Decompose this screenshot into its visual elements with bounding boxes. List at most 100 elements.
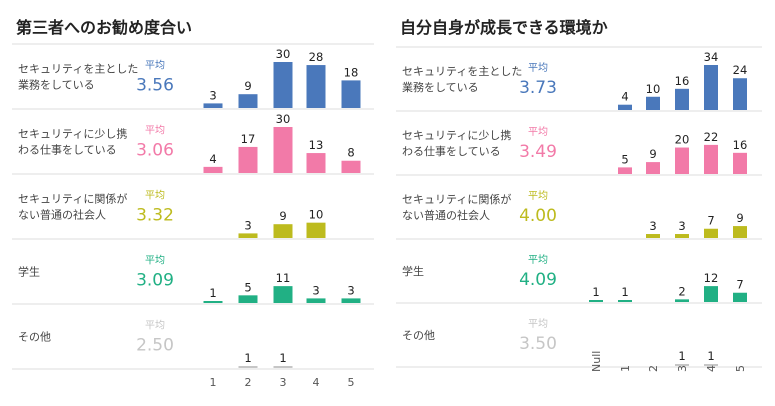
segment-label: 業務をしている [18, 78, 95, 92]
chart-title: 第三者へのお勧め度合い [16, 18, 193, 37]
bar [733, 226, 747, 238]
bar-value-label: 7 [736, 278, 743, 292]
average-label: 平均 [145, 60, 165, 72]
bar [704, 228, 718, 238]
bar-value-label: 28 [309, 50, 324, 64]
bar [273, 224, 293, 238]
bar-value-label: 3 [312, 283, 319, 297]
bar [733, 292, 747, 302]
bar [341, 160, 361, 173]
segment-label: その他 [402, 329, 435, 342]
segment-label: その他 [18, 331, 51, 344]
bar [341, 80, 361, 108]
x-tick-label: 3 [676, 365, 689, 372]
bar-value-label: 22 [704, 130, 719, 144]
bar-value-label: 1 [279, 351, 286, 365]
bar-value-label: 16 [675, 74, 690, 88]
bar-value-label: 1 [707, 349, 714, 363]
average-label: 平均 [528, 190, 548, 202]
bar-value-label: 3 [209, 88, 216, 102]
bar-value-label: 1 [678, 349, 685, 363]
x-tick-label: 5 [348, 376, 355, 389]
bar-value-label: 18 [344, 65, 359, 79]
bar [733, 78, 747, 110]
bar [273, 286, 293, 303]
bar [733, 152, 747, 174]
bar [238, 94, 258, 108]
bar-value-label: 4 [621, 90, 628, 104]
bar [646, 162, 660, 174]
bar [341, 298, 361, 303]
average-label: 平均 [145, 320, 165, 332]
bar [306, 153, 326, 173]
segment-label: わる仕事をしている [18, 144, 117, 157]
bar-value-label: 5 [244, 280, 251, 294]
bar-value-label: 5 [621, 152, 628, 166]
bar-value-label: 30 [276, 112, 291, 126]
bar-value-label: 12 [704, 271, 719, 285]
segment-label: ない普通の社会人 [402, 208, 490, 222]
bar-value-label: 24 [733, 63, 748, 77]
bar-value-label: 2 [678, 284, 685, 298]
bar [306, 298, 326, 303]
bar-value-label: 11 [276, 271, 291, 285]
x-tick-label: 5 [734, 365, 747, 372]
segment-label: セキュリティに少し携 [402, 128, 511, 142]
bar-value-label: 9 [244, 79, 251, 93]
bar [704, 364, 718, 366]
bar-value-label: 30 [276, 47, 291, 61]
bar [704, 65, 718, 110]
segment-label: セキュリティに関係が [402, 192, 511, 206]
average-value: 3.49 [519, 142, 557, 162]
bar-value-label: 10 [309, 208, 324, 222]
bar-value-label: 1 [592, 285, 599, 299]
bar [273, 62, 293, 108]
bar-value-label: 7 [707, 214, 714, 228]
bar [646, 234, 660, 238]
average-value: 4.00 [519, 206, 557, 226]
average-value: 4.09 [519, 270, 557, 290]
segment-label: セキュリティを主とした [18, 63, 138, 76]
bar-value-label: 8 [347, 146, 354, 160]
recommendation-panel: 第三者へのお勧め度合い セキュリティを主とした 業務をしている 平均 3.56 3 9 30… [12, 0, 374, 406]
x-tick-label: 2 [245, 376, 252, 389]
average-value: 3.50 [519, 334, 557, 354]
bar [618, 104, 632, 110]
x-tick-label: Null [590, 351, 603, 372]
average-value: 3.06 [136, 141, 174, 161]
segment-label: 学生 [402, 264, 424, 278]
bar-value-label: 17 [241, 132, 256, 146]
segment-label: 学生 [18, 265, 40, 279]
bar [238, 366, 258, 368]
bar [675, 88, 689, 110]
bar-value-label: 20 [675, 133, 690, 147]
segment-label: わる仕事をしている [402, 145, 501, 158]
average-label: 平均 [145, 190, 165, 202]
bar-value-label: 13 [309, 138, 324, 152]
bar-value-label: 3 [244, 218, 251, 232]
bar-value-label: 9 [736, 211, 743, 225]
bar-value-label: 34 [704, 50, 719, 64]
bar [238, 295, 258, 303]
bar [203, 301, 223, 303]
average-label: 平均 [528, 62, 548, 74]
bar [675, 299, 689, 302]
segment-label: セキュリティに関係が [18, 192, 127, 206]
average-value: 3.73 [519, 78, 557, 98]
average-value: 3.09 [136, 271, 174, 291]
bar [675, 364, 689, 366]
x-tick-label: 1 [619, 365, 632, 372]
x-tick-label: 3 [280, 376, 287, 389]
bar [646, 96, 660, 110]
bar [589, 300, 603, 302]
bar [203, 166, 223, 173]
bar-value-label: 3 [347, 283, 354, 297]
bar-value-label: 9 [279, 209, 286, 223]
bar [238, 146, 258, 173]
bar-value-label: 1 [621, 285, 628, 299]
growth-panel: 自分自身が成長できる環境か セキュリティを主とした 業務をしている 平均 3.73 4 1… [396, 0, 762, 406]
bar [273, 127, 293, 173]
x-tick-label: 4 [313, 376, 320, 389]
average-value: 3.32 [136, 206, 174, 226]
